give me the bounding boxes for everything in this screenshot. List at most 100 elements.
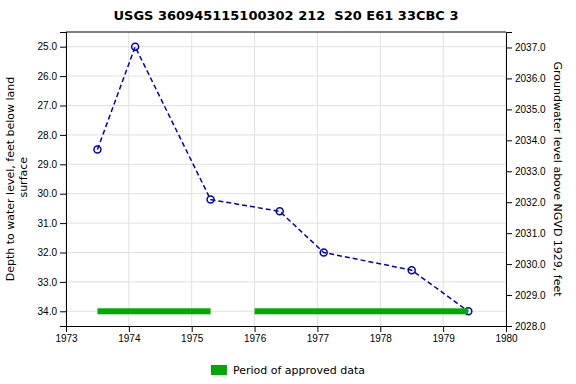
- tick-mark: [506, 140, 512, 141]
- tick: 29.0: [38, 159, 66, 170]
- tick-mark: [255, 326, 256, 332]
- tick: 30.0: [38, 188, 66, 199]
- range-bar: [255, 308, 469, 314]
- tick-mark: [380, 326, 381, 332]
- tick-mark: [60, 282, 66, 283]
- tick-mark: [506, 264, 512, 265]
- tick-label: 1977: [307, 333, 330, 344]
- tick-mark: [129, 326, 130, 332]
- tick: 2034.0: [506, 135, 546, 146]
- tick: 2032.0: [506, 197, 546, 208]
- y2-axis: 2028.0 2029.0 2030.0 2031.0 2032.0 2033.0 2034…: [506, 33, 546, 332]
- frame: [66, 32, 506, 33]
- tick-mark: [506, 78, 512, 79]
- tick-label: 25.0: [38, 41, 58, 52]
- grid-line: [66, 76, 506, 77]
- range-bar: [97, 308, 210, 314]
- tick-label: 2032.0: [515, 197, 546, 208]
- chart: 1973197419751976197719781979198025.026.0…: [0, 0, 576, 384]
- tick: 28.0: [38, 130, 66, 141]
- tick-label: 1978: [370, 333, 393, 344]
- legend: Period of approved data: [211, 364, 365, 377]
- tick-label: 1975: [181, 333, 204, 344]
- tick-label: 2029.0: [515, 290, 546, 301]
- tick-label: 26.0: [38, 71, 58, 82]
- tick-label: 1976: [244, 333, 267, 344]
- tick-mark: [317, 326, 318, 332]
- grid-line: [66, 281, 506, 282]
- point: [207, 196, 214, 203]
- grid: [66, 32, 506, 326]
- tick-mark: [60, 253, 66, 254]
- point: [94, 146, 101, 153]
- tick-mark: [60, 311, 66, 312]
- tick-label: 2036.0: [515, 73, 546, 84]
- tick: 27.0: [38, 100, 66, 111]
- grid-line: [66, 105, 506, 106]
- tick: 26.0: [38, 71, 66, 82]
- tick: 2028.0: [506, 321, 546, 332]
- tick-label: 29.0: [38, 159, 58, 170]
- tick: 1977: [307, 326, 330, 344]
- tick-mark: [60, 106, 66, 107]
- grid-line: [66, 193, 506, 194]
- axis-line: [67, 327, 507, 333]
- tick: 33.0: [38, 277, 66, 288]
- tick-label: 33.0: [38, 277, 58, 288]
- grid-line: [66, 134, 506, 135]
- tick-mark: [506, 47, 512, 48]
- grid-line: [66, 223, 506, 224]
- tick-label: 2035.0: [515, 104, 546, 115]
- tick-mark: [60, 194, 66, 195]
- axis-line: [507, 33, 513, 327]
- tick: 2033.0: [506, 166, 546, 177]
- tick-mark: [60, 76, 66, 77]
- x-axis: 19731974197519761977197819791980: [55, 326, 518, 344]
- tick-label: 31.0: [38, 218, 58, 229]
- y-label: Depth to water level, feet below land su…: [4, 77, 30, 282]
- tick: 1976: [244, 326, 267, 344]
- tick-mark: [60, 164, 66, 165]
- legend-swatch: [211, 365, 227, 375]
- tick-label: 2030.0: [515, 259, 546, 270]
- tick-label: 2033.0: [515, 166, 546, 177]
- point: [408, 267, 415, 274]
- tick: 2036.0: [506, 73, 546, 84]
- tick: 1979: [433, 326, 456, 344]
- tick: 1973: [55, 326, 78, 344]
- title: USGS 360945115100302 212 S20 E61 33CBC 3: [113, 8, 458, 23]
- tick-mark: [506, 326, 512, 327]
- tick-mark: [192, 326, 193, 332]
- tick: 1974: [118, 326, 141, 344]
- tick-mark: [443, 326, 444, 332]
- tick-label: 2037.0: [515, 42, 546, 53]
- y-axis: 25.0 26.0 27.0 28.0 29.0 30.0 31.0 32.0 33.0 34.0: [38, 33, 67, 327]
- y2-label: Groundwater level above NGVD 1929, feet: [551, 61, 564, 297]
- plot-area: [94, 43, 472, 315]
- tick-label: 2028.0: [515, 321, 546, 332]
- tick: 1975: [181, 326, 204, 344]
- tick: 2029.0: [506, 290, 546, 301]
- legend-label: Period of approved data: [233, 364, 365, 377]
- tick-label: 34.0: [38, 306, 58, 317]
- tick-mark: [506, 109, 512, 110]
- tick-label: 28.0: [38, 130, 58, 141]
- tick-mark: [60, 135, 66, 136]
- tick-mark: [506, 233, 512, 234]
- tick: 31.0: [38, 218, 66, 229]
- point: [320, 249, 327, 256]
- tick: 34.0: [38, 306, 66, 317]
- grid-line: [66, 164, 506, 165]
- tick: 25.0: [38, 41, 66, 52]
- tick: 2031.0: [506, 228, 546, 239]
- point: [276, 208, 283, 215]
- tick-label: 32.0: [38, 247, 58, 258]
- line: [97, 47, 468, 312]
- tick-label: 27.0: [38, 100, 58, 111]
- tick-label: 30.0: [38, 188, 58, 199]
- tick: 32.0: [38, 247, 66, 258]
- tick-label: 2031.0: [515, 228, 546, 239]
- grid-line: [66, 252, 506, 253]
- tick-mark: [60, 223, 66, 224]
- tick-mark: [506, 295, 512, 296]
